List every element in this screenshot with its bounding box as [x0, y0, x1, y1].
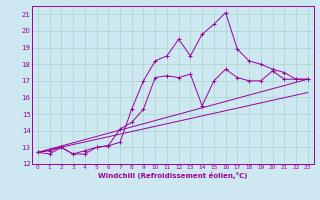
X-axis label: Windchill (Refroidissement éolien,°C): Windchill (Refroidissement éolien,°C)	[98, 172, 247, 179]
